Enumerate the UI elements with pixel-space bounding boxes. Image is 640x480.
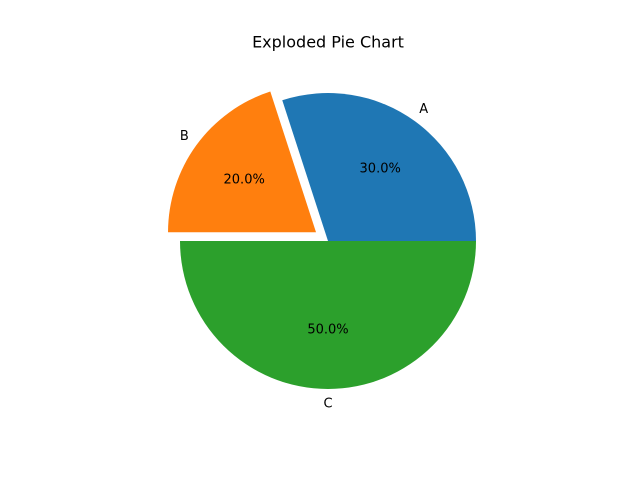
- chart-title: Exploded Pie Chart: [252, 33, 404, 52]
- value-label: 30.0%: [360, 162, 401, 177]
- pie-slice: [168, 91, 317, 233]
- slice-label: A: [419, 102, 428, 117]
- slice-label: C: [323, 396, 332, 411]
- pie-slice: [180, 241, 476, 389]
- slice-label: B: [180, 129, 189, 144]
- value-label: 50.0%: [307, 322, 348, 337]
- pie-slice: [282, 92, 476, 241]
- value-label: 20.0%: [224, 173, 265, 188]
